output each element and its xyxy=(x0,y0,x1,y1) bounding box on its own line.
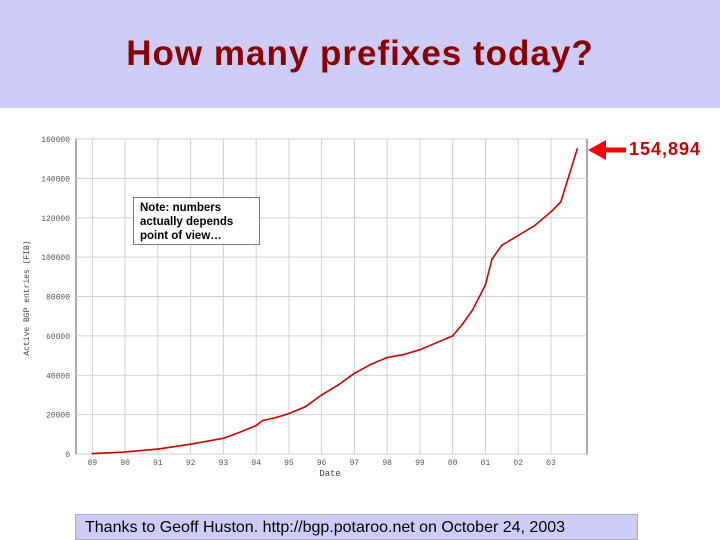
data-point xyxy=(500,244,503,247)
note-line: Note: numbers xyxy=(140,202,222,214)
data-point xyxy=(517,234,520,237)
data-point xyxy=(255,424,258,427)
data-point xyxy=(304,405,307,408)
note-line: actually depends xyxy=(140,216,234,228)
latest-value-callout: 154,894 xyxy=(629,139,702,159)
data-point xyxy=(238,431,241,434)
x-tick-label: 92 xyxy=(186,459,196,468)
data-point xyxy=(533,224,536,227)
slide-title: How many prefixes today? xyxy=(126,34,594,73)
x-tick-label: 96 xyxy=(317,459,327,468)
data-point xyxy=(550,210,552,213)
y-tick-label: 60000 xyxy=(46,333,70,342)
data-point xyxy=(320,394,323,396)
x-tick-label: 89 xyxy=(88,459,98,468)
y-tick-label: 120000 xyxy=(41,215,70,224)
y-tick-label: 80000 xyxy=(46,294,70,303)
data-point xyxy=(369,363,372,366)
y-tick-label: 0 xyxy=(65,451,70,460)
y-tick-label: 40000 xyxy=(46,372,70,381)
x-tick-label: 98 xyxy=(382,459,392,468)
x-tick-label: 02 xyxy=(513,459,523,468)
x-tick-label: 94 xyxy=(251,459,261,468)
data-point xyxy=(386,356,389,359)
note-box: Note: numbers actually depends point of … xyxy=(133,197,260,245)
tick-layer: 0 20000 40000 60000 80000 100000 120000 140000 1… xyxy=(41,136,556,468)
x-tick-label: 95 xyxy=(284,459,294,468)
data-point xyxy=(261,419,264,422)
x-axis-label: Date xyxy=(319,469,341,479)
data-point xyxy=(419,348,421,351)
data-point xyxy=(461,323,464,325)
chart: 0 20000 40000 60000 80000 100000 120000 140000 1… xyxy=(23,136,626,479)
data-point xyxy=(484,283,487,286)
x-tick-label: 03 xyxy=(546,459,556,468)
y-tick-label: 20000 xyxy=(46,412,70,421)
data-point xyxy=(222,437,225,440)
footer-credit: Thanks to Geoff Huston. http://bgp.potar… xyxy=(75,514,638,540)
data-point xyxy=(576,148,579,150)
data-point xyxy=(91,452,94,455)
data-point xyxy=(402,353,405,356)
data-point xyxy=(451,334,454,337)
data-point xyxy=(124,451,127,453)
data-point xyxy=(189,443,192,446)
data-point xyxy=(274,416,277,419)
data-point xyxy=(353,372,356,375)
note-line: point of view… xyxy=(140,230,222,242)
data-point xyxy=(491,258,493,260)
callout-arrow xyxy=(588,140,626,160)
data-point xyxy=(288,412,290,415)
title-bar xyxy=(0,0,720,108)
x-tick-label: 90 xyxy=(120,459,130,468)
x-tick-label: 00 xyxy=(448,459,458,468)
y-tick-label: 140000 xyxy=(41,175,70,184)
data-point xyxy=(471,309,474,312)
y-tick-label: 160000 xyxy=(41,136,70,145)
series-line xyxy=(92,148,578,455)
y-tick-label: 100000 xyxy=(41,254,70,263)
x-tick-label: 99 xyxy=(415,459,425,468)
x-tick-label: 97 xyxy=(350,459,360,468)
y-axis-label: Active BGP entries (FIB) xyxy=(23,240,32,355)
x-tick-label: 91 xyxy=(153,459,163,468)
data-point xyxy=(559,201,562,203)
series-layer xyxy=(91,148,579,455)
data-point xyxy=(156,448,159,450)
x-tick-label: 93 xyxy=(219,459,229,468)
data-point xyxy=(337,384,339,386)
data-point xyxy=(435,341,438,344)
x-tick-label: 01 xyxy=(481,459,491,468)
